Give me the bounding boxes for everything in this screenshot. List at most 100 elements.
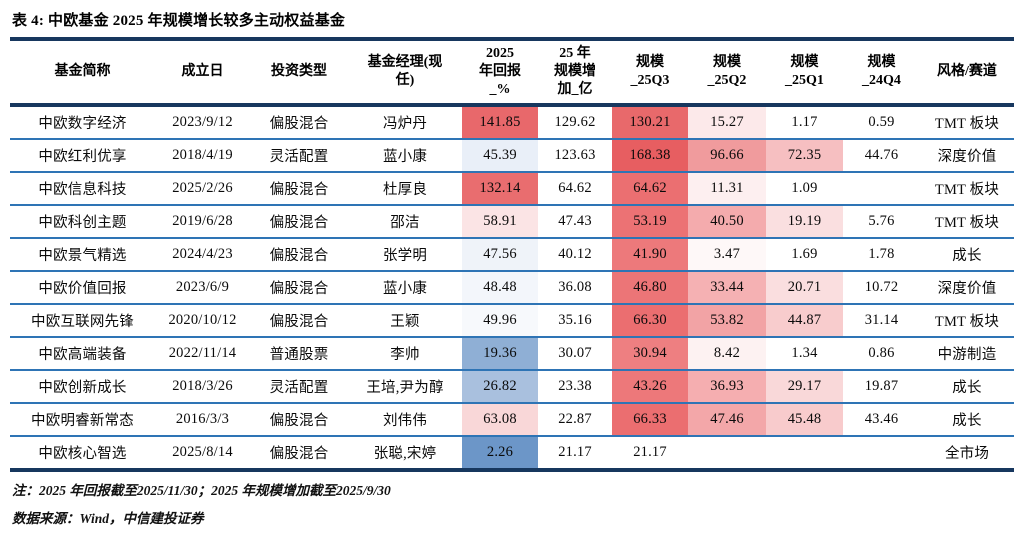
cell: 31.14	[843, 303, 920, 337]
cell: 130.21	[612, 105, 688, 139]
cell: 偏股混合	[250, 435, 348, 470]
cell: 43.46	[843, 402, 920, 436]
cell: TMT 板块	[920, 303, 1014, 337]
table-row: 中欧高端装备 2022/11/14 普通股票 李帅 19.36 30.07 30.94 8.4…	[10, 336, 1014, 370]
cell: 21.17	[538, 435, 612, 470]
cell: 成长	[920, 402, 1014, 436]
cell: 中欧科创主题	[10, 204, 155, 238]
cell: 中欧信息科技	[10, 171, 155, 205]
cell: 2019/6/28	[155, 204, 250, 238]
cell: 72.35	[766, 138, 843, 172]
cell: 中欧核心智选	[10, 435, 155, 470]
cell: 19.87	[843, 369, 920, 403]
cell: 张聪,宋婷	[348, 435, 462, 470]
cell: 132.14	[462, 171, 538, 205]
cell: 成长	[920, 237, 1014, 271]
cell: 偏股混合	[250, 303, 348, 337]
cell: 45.39	[462, 138, 538, 172]
cell: 26.82	[462, 369, 538, 403]
cell: 2022/11/14	[155, 336, 250, 370]
cell: 杜厚良	[348, 171, 462, 205]
cell: 47.43	[538, 204, 612, 238]
cell: 王颖	[348, 303, 462, 337]
cell: 中欧景气精选	[10, 237, 155, 271]
cell: 偏股混合	[250, 204, 348, 238]
cell: 10.72	[843, 270, 920, 304]
table-row: 中欧数字经济 2023/9/12 偏股混合 冯炉丹 141.85 129.62 130.21…	[10, 105, 1014, 139]
column-header-8: 规模 _25Q1	[766, 41, 843, 107]
cell: 64.62	[612, 171, 688, 205]
cell: 1.69	[766, 237, 843, 271]
table-row: 中欧明睿新常态 2016/3/3 偏股混合 刘伟伟 63.08 22.87 66.33 47.…	[10, 402, 1014, 436]
cell: 偏股混合	[250, 402, 348, 436]
cell: 44.76	[843, 138, 920, 172]
cell: 偏股混合	[250, 171, 348, 205]
table-row: 中欧信息科技 2025/2/26 偏股混合 杜厚良 132.14 64.62 64.62 11…	[10, 171, 1014, 205]
cell: 成长	[920, 369, 1014, 403]
cell: 44.87	[766, 303, 843, 337]
cell: 46.80	[612, 270, 688, 304]
column-header-6: 规模 _25Q3	[612, 41, 688, 107]
cell: 15.27	[688, 105, 766, 139]
cell: 47.56	[462, 237, 538, 271]
column-header-5: 25 年 规模增 加_亿	[538, 41, 612, 107]
cell: 141.85	[462, 105, 538, 139]
column-header-9: 规模 _24Q4	[843, 41, 920, 107]
cell: 29.17	[766, 369, 843, 403]
header-row: 基金简称 成立日 投资类型 基金经理(现 任) 2025 年回报 _% 25 年 规模增 …	[10, 41, 1014, 107]
cell: 2025/2/26	[155, 171, 250, 205]
cell: 蓝小康	[348, 138, 462, 172]
cell: 1.09	[766, 171, 843, 205]
cell: 普通股票	[250, 336, 348, 370]
cell: 43.26	[612, 369, 688, 403]
cell: 0.59	[868, 114, 895, 130]
cell: 23.38	[538, 369, 612, 403]
cell: 66.30	[612, 303, 688, 337]
table-row: 中欧红利优享 2018/4/19 灵活配置 蓝小康 45.39 123.63 168.38 9…	[10, 138, 1014, 172]
cell: 36.08	[538, 270, 612, 304]
cell: 2024/4/23	[155, 237, 250, 271]
cell: 40.50	[688, 204, 766, 238]
cell: 2023/9/12	[172, 114, 233, 130]
cell: 168.38	[612, 138, 688, 172]
cell: 1.34	[766, 336, 843, 370]
cell: 48.48	[462, 270, 538, 304]
table-title: 表 4: 中欧基金 2025 年规模增长较多主动权益基金	[12, 13, 346, 29]
cell: 偏股混合	[250, 237, 348, 271]
cell: 偏股混合	[269, 116, 329, 132]
cell: 123.63	[538, 138, 612, 172]
cell: 129.62	[554, 114, 596, 130]
cell: 41.90	[612, 237, 688, 271]
cell: 邵洁	[348, 204, 462, 238]
cell: 63.08	[462, 402, 538, 436]
cell: 深度价值	[920, 138, 1014, 172]
cell: 中欧互联网先锋	[10, 303, 155, 337]
column-header-4: 2025 年回报 _%	[462, 41, 538, 107]
cell: TMT 板块	[934, 116, 1000, 132]
cell: 中欧创新成长	[10, 369, 155, 403]
column-header-3: 基金经理(现 任)	[348, 41, 462, 107]
cell: 22.87	[538, 402, 612, 436]
cell: 中欧价值回报	[10, 270, 155, 304]
cell: 张学明	[348, 237, 462, 271]
cell: 33.44	[688, 270, 766, 304]
table-row: 中欧价值回报 2023/6/9 偏股混合 蓝小康 48.48 36.08 46.80 33.4…	[10, 270, 1014, 304]
cell: 66.33	[612, 402, 688, 436]
cell: 11.31	[688, 171, 766, 205]
column-header-7: 规模 _25Q2	[688, 41, 766, 107]
cell	[688, 435, 766, 470]
cell: 1.17	[791, 114, 818, 130]
cell: 35.16	[538, 303, 612, 337]
cell: 8.42	[688, 336, 766, 370]
table-header: 基金简称 成立日 投资类型 基金经理(现 任) 2025 年回报 _% 25 年 规模增 …	[10, 41, 1014, 107]
cell: 灵活配置	[250, 138, 348, 172]
cell: 0.86	[843, 336, 920, 370]
cell: 58.91	[462, 204, 538, 238]
table-body: 中欧数字经济 2023/9/12 偏股混合 冯炉丹 141.85 129.62 130.21…	[10, 105, 1014, 470]
cell: 45.48	[766, 402, 843, 436]
cell: 53.19	[612, 204, 688, 238]
cell: 5.76	[843, 204, 920, 238]
column-header-0: 基金简称	[10, 41, 155, 107]
cell: 49.96	[462, 303, 538, 337]
cell: 中欧数字经济	[38, 116, 127, 132]
